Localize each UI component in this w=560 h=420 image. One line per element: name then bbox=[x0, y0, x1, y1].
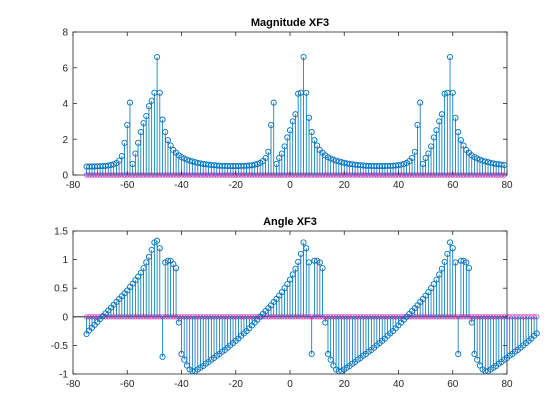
angle-stem-marker bbox=[305, 259, 313, 266]
magnitude-stem-marker bbox=[455, 129, 462, 136]
angle-y-tick-label: 1.5 bbox=[54, 227, 68, 238]
magnitude-stem-marker bbox=[482, 158, 489, 165]
magnitude-stem-marker bbox=[303, 89, 310, 96]
angle-stem-marker bbox=[449, 245, 456, 252]
magnitude-stem-marker bbox=[189, 158, 196, 165]
angle-stem-marker bbox=[319, 265, 326, 272]
magnitude-stem-marker bbox=[270, 99, 277, 106]
angle-stem-marker bbox=[452, 259, 459, 266]
magnitude-stem-marker bbox=[126, 99, 134, 106]
magnitude-x-tick-label: 0 bbox=[287, 180, 293, 191]
magnitude-title: Magnitude XF3 bbox=[251, 17, 329, 29]
angle-stem-marker bbox=[303, 245, 310, 252]
magnitude-y-tick-label: 2 bbox=[62, 135, 68, 146]
magnitude-stem-marker bbox=[417, 99, 424, 106]
angle-x-tick-label: -40 bbox=[174, 379, 189, 390]
magnitude-y-tick-label: 4 bbox=[62, 99, 68, 110]
magnitude-stem-marker bbox=[449, 89, 456, 96]
angle-x-tick-label: -60 bbox=[120, 379, 135, 390]
magnitude-stem-marker bbox=[498, 161, 505, 168]
magnitude-x-tick-label: 80 bbox=[501, 180, 513, 191]
angle-stem-marker bbox=[156, 245, 163, 252]
magnitude-y-tick-label: 0 bbox=[62, 171, 68, 182]
angle-y-tick-label: 0 bbox=[62, 312, 68, 323]
magnitude-stem-marker bbox=[330, 156, 337, 163]
magnitude-stem-marker bbox=[446, 53, 454, 61]
magnitude-x-tick-label: 40 bbox=[393, 180, 405, 191]
magnitude-y-tick-label: 8 bbox=[62, 28, 68, 39]
magnitude-y-ticks: 0 2 4 6 8 bbox=[62, 28, 507, 182]
angle-plot: Angle XF3 -80 -60 -40 -20 0 20 40 60 80 -1 -0.5 0 0… bbox=[51, 216, 540, 390]
angle-stem-marker bbox=[446, 239, 454, 246]
magnitude-stem-marker bbox=[460, 142, 467, 149]
magnitude-stem-marker bbox=[167, 142, 174, 149]
angle-title: Angle XF3 bbox=[263, 216, 317, 228]
angle-y-tick-label: -0.5 bbox=[51, 341, 69, 352]
angle-zero-series bbox=[83, 314, 540, 320]
magnitude-stem-marker bbox=[457, 137, 464, 144]
magnitude-stem-marker bbox=[333, 157, 340, 164]
magnitude-stem-marker bbox=[159, 116, 166, 123]
angle-stem-marker bbox=[154, 237, 161, 244]
angle-y-ticks: -1 -0.5 0 0.5 1 1.5 bbox=[51, 227, 507, 381]
magnitude-stem-marker bbox=[479, 157, 486, 164]
magnitude-stem-marker bbox=[162, 129, 169, 136]
magnitude-stem-marker bbox=[164, 137, 171, 144]
angle-x-tick-label: 60 bbox=[447, 379, 459, 390]
magnitude-x-tick-label: 60 bbox=[447, 180, 459, 191]
angle-x-tick-label: 20 bbox=[339, 379, 351, 390]
magnitude-stem-marker bbox=[183, 156, 190, 163]
magnitude-plot: Magnitude XF3 -80 -60 -40 -20 0 20 40 60 80 0 2 4 6… bbox=[62, 17, 513, 191]
magnitude-x-tick-label: -80 bbox=[66, 180, 81, 191]
magnitude-stem-marker bbox=[192, 159, 199, 166]
angle-stem-marker bbox=[159, 353, 166, 360]
magnitude-stem-marker bbox=[305, 114, 313, 121]
angle-y-tick-label: 1 bbox=[62, 255, 68, 266]
angle-x-tick-label: 40 bbox=[393, 379, 405, 390]
angle-series bbox=[83, 237, 540, 375]
magnitude-zero-series bbox=[83, 172, 507, 178]
angle-x-tick-label: -80 bbox=[66, 379, 81, 390]
angle-stem-marker bbox=[300, 239, 307, 246]
magnitude-stem-marker bbox=[338, 159, 345, 166]
angle-stem-marker bbox=[463, 259, 470, 266]
angle-stem-marker bbox=[170, 261, 177, 268]
angle-stem-marker bbox=[173, 265, 180, 272]
magnitude-y-tick-label: 6 bbox=[62, 63, 68, 74]
magnitude-x-tick-label: 20 bbox=[339, 180, 351, 191]
angle-stem-marker bbox=[308, 350, 315, 358]
magnitude-stem-marker bbox=[484, 159, 492, 166]
angle-y-tick-label: 0.5 bbox=[54, 284, 68, 295]
magnitude-x-tick-label: -40 bbox=[174, 180, 189, 191]
angle-stem-marker bbox=[455, 350, 462, 358]
angle-stem-marker bbox=[533, 330, 540, 337]
angle-stem-marker bbox=[316, 259, 323, 266]
angle-x-tick-label: 80 bbox=[501, 379, 513, 390]
magnitude-stem-marker bbox=[335, 158, 342, 165]
magnitude-stem-marker bbox=[156, 89, 163, 96]
magnitude-stem-marker bbox=[311, 137, 318, 144]
magnitude-stem-marker bbox=[154, 53, 161, 61]
magnitude-stem-marker bbox=[308, 129, 315, 136]
angle-x-tick-label: -20 bbox=[229, 379, 244, 390]
angle-x-tick-label: 0 bbox=[287, 379, 293, 390]
magnitude-series bbox=[83, 53, 508, 175]
magnitude-stem-marker bbox=[452, 114, 459, 121]
magnitude-x-tick-label: -60 bbox=[120, 180, 135, 191]
angle-stem-marker bbox=[465, 265, 473, 272]
magnitude-x-ticks: -80 -60 -40 -20 0 20 40 60 80 bbox=[66, 32, 513, 191]
magnitude-stem-marker bbox=[476, 156, 483, 163]
magnitude-stem-marker bbox=[186, 157, 193, 164]
angle-y-tick-label: -1 bbox=[59, 370, 68, 381]
magnitude-x-tick-label: -20 bbox=[229, 180, 244, 191]
magnitude-stem-marker bbox=[501, 161, 508, 169]
magnitude-stem-marker bbox=[314, 142, 321, 149]
angle-x-ticks: -80 -60 -40 -20 0 20 40 60 80 bbox=[66, 231, 513, 390]
magnitude-stem-marker bbox=[300, 53, 307, 61]
